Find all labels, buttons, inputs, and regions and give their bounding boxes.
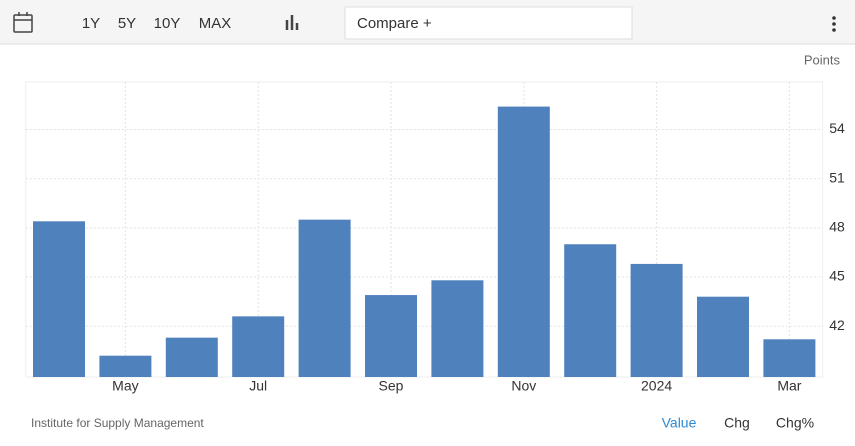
menu-icon[interactable] (832, 16, 836, 32)
y-tick-label: 54 (829, 120, 845, 136)
source: Institute for Supply Management (31, 416, 204, 430)
bar[interactable] (564, 244, 617, 377)
range-button[interactable]: 10Y (154, 15, 181, 32)
x-tick-label: May (112, 378, 138, 394)
calendar-icon[interactable] (13, 12, 33, 33)
range-button[interactable]: 5Y (118, 15, 136, 32)
plot-frame (25, 81, 824, 378)
bar[interactable] (431, 280, 484, 377)
x-tick-label: Sep (379, 378, 404, 394)
x-tick-label: Jul (249, 378, 267, 394)
view-tab[interactable]: Chg% (776, 415, 814, 431)
bar[interactable] (697, 296, 749, 377)
x-tick-label: Mar (777, 378, 801, 394)
bar[interactable] (365, 295, 417, 377)
range-button[interactable]: 1Y (82, 15, 100, 32)
y-tick-label: 51 (829, 169, 845, 185)
range-button[interactable]: MAX (199, 15, 232, 32)
bar[interactable] (298, 219, 351, 377)
bar[interactable] (630, 263, 683, 377)
bar[interactable] (99, 355, 152, 377)
bar-chart-icon[interactable] (285, 15, 299, 30)
view-tab[interactable]: Chg (724, 415, 750, 431)
bar[interactable] (763, 339, 816, 377)
y-tick-label: 48 (829, 219, 845, 235)
bar[interactable] (33, 221, 85, 377)
compare-placeholder[interactable]: Compare + (357, 15, 432, 32)
bar[interactable] (232, 316, 285, 377)
y-tick-label: 42 (829, 317, 845, 333)
y-tick-label: 45 (829, 268, 845, 284)
x-tick-label: Nov (511, 378, 536, 394)
x-tick-label: 2024 (641, 378, 672, 394)
view-tab[interactable]: Value (662, 415, 697, 431)
bar[interactable] (165, 337, 218, 377)
y-axis-label: Points (804, 52, 841, 67)
bar[interactable] (497, 106, 550, 377)
compare-input[interactable] (344, 6, 633, 40)
